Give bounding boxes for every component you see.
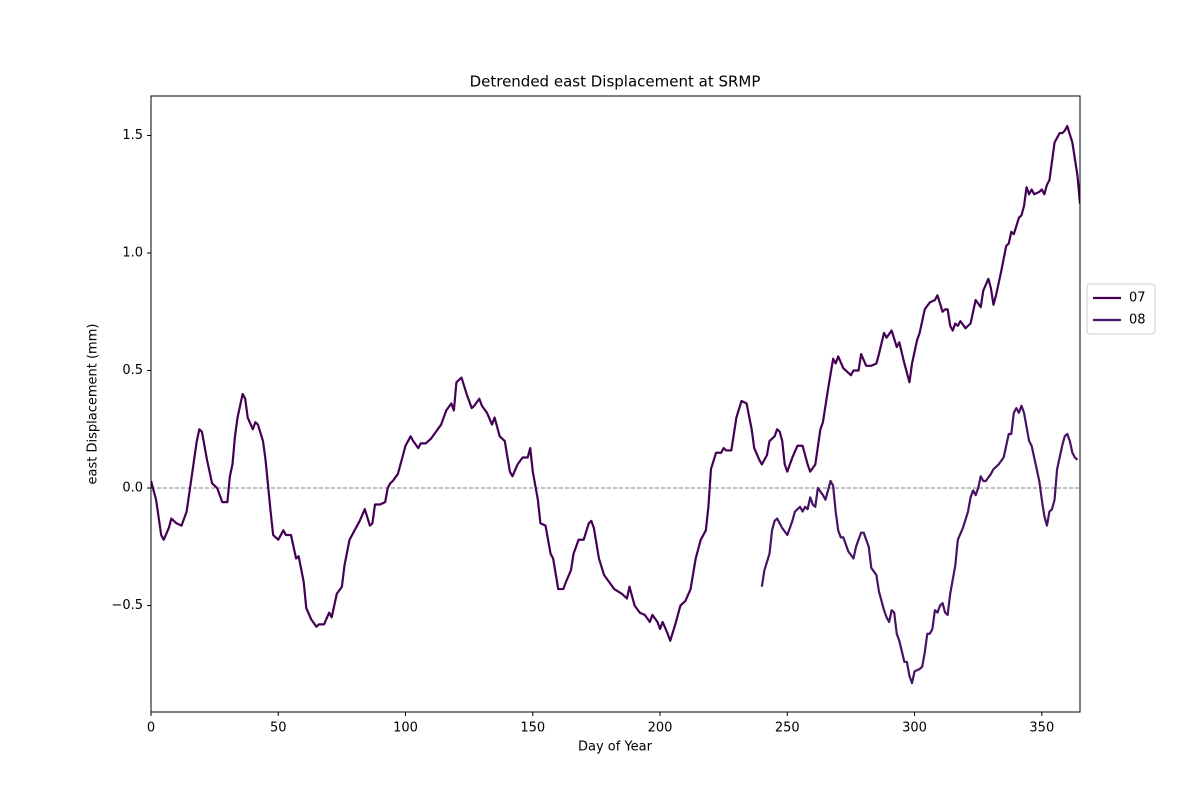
y-tick-label: 1.5 (122, 128, 143, 143)
x-tick-label: 350 (1029, 721, 1054, 736)
x-tick-label: 300 (902, 721, 927, 736)
chart-title: Detrended east Displacement at SRMP (470, 73, 761, 91)
line-series (151, 124, 1080, 642)
y-tick-label: 1.0 (122, 245, 143, 260)
x-tick-label: 100 (393, 721, 418, 736)
line-series (760, 404, 1079, 685)
x-tick-label: 250 (775, 721, 800, 736)
x-axis-label: Day of Year (578, 740, 653, 755)
x-tick-label: 200 (648, 721, 673, 736)
y-tick-label: 0.0 (122, 481, 143, 496)
x-tick-label: 0 (147, 721, 155, 736)
x-tick-label: 150 (520, 721, 545, 736)
y-axis-label: east Displacement (mm) (86, 324, 101, 485)
y-tick-label: −0.5 (111, 598, 143, 613)
legend-box (1086, 283, 1156, 335)
y-tick-label: 0.5 (122, 363, 143, 378)
plot-frame (150, 95, 1081, 713)
legend-label: 08 (1129, 313, 1146, 328)
legend-label: 07 (1129, 291, 1146, 306)
x-tick-label: 50 (270, 721, 287, 736)
